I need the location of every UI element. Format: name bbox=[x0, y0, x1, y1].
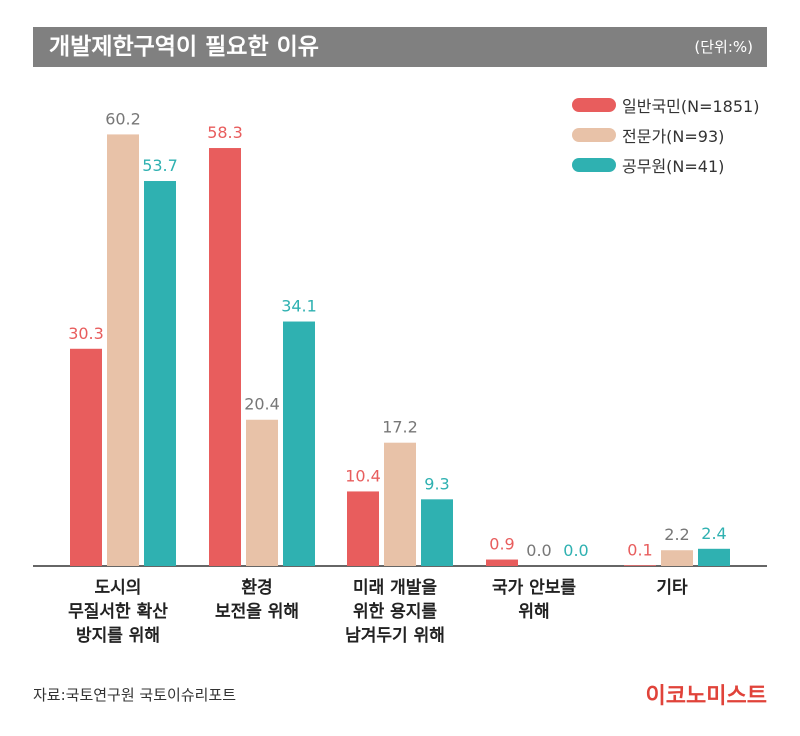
value-label-urban-sprawl-experts: 60.2 bbox=[105, 109, 141, 128]
source-note: 자료:국토연구원 국토이슈리포트 bbox=[33, 686, 237, 704]
category-label-national-security: 국가 안보를 위해 bbox=[491, 578, 577, 622]
bar-urban-sprawl-officials bbox=[144, 181, 176, 566]
legend-label-experts: 전문가(N=93) bbox=[622, 127, 725, 146]
unit-label: (단위:%) bbox=[694, 38, 753, 56]
category-label-urban-sprawl: 도시의 무질서한 확산 방지를 위해 bbox=[68, 578, 168, 646]
brand-logo: 이코노미스트 bbox=[645, 684, 767, 709]
bar-environment-officials bbox=[283, 321, 315, 566]
bar-future-development-experts bbox=[384, 442, 416, 566]
value-label-other-officials: 2.4 bbox=[701, 524, 726, 543]
bar-other-officials bbox=[698, 548, 730, 566]
value-label-future-development-officials: 9.3 bbox=[424, 474, 449, 493]
value-label-urban-sprawl-general-public: 30.3 bbox=[68, 324, 104, 343]
bar-national-security-general-public bbox=[486, 559, 518, 566]
bar-environment-general-public bbox=[209, 148, 241, 566]
legend: 일반국민(N=1851) 전문가(N=93) 공무원(N=41) bbox=[572, 90, 759, 180]
legend-label-officials: 공무원(N=41) bbox=[622, 157, 725, 176]
title-bar: 개발제한구역이 필요한 이유 (단위:%) bbox=[33, 27, 767, 67]
category-label-other: 기타 bbox=[656, 578, 688, 598]
chart-title: 개발제한구역이 필요한 이유 bbox=[49, 34, 319, 60]
bar-urban-sprawl-general-public bbox=[70, 348, 102, 566]
category-label-future-development: 미래 개발을 위한 용지를 남겨두기 위해 bbox=[345, 578, 445, 646]
value-label-national-security-experts: 0.0 bbox=[526, 541, 551, 560]
bar-urban-sprawl-experts bbox=[107, 134, 139, 567]
legend-item-officials: 공무원(N=41) bbox=[572, 150, 759, 180]
bar-future-development-officials bbox=[421, 499, 453, 566]
bar-other-general-public bbox=[624, 565, 656, 566]
value-label-environment-experts: 20.4 bbox=[244, 395, 280, 414]
value-label-national-security-officials: 0.0 bbox=[563, 541, 588, 560]
legend-swatch-experts bbox=[572, 128, 616, 142]
value-label-other-experts: 2.2 bbox=[664, 525, 689, 544]
bar-future-development-general-public bbox=[347, 491, 379, 566]
legend-item-general-public: 일반국민(N=1851) bbox=[572, 90, 759, 120]
value-label-other-general-public: 0.1 bbox=[627, 540, 652, 559]
value-label-future-development-experts: 17.2 bbox=[382, 418, 418, 437]
value-label-national-security-general-public: 0.9 bbox=[489, 535, 514, 554]
legend-item-experts: 전문가(N=93) bbox=[572, 120, 759, 150]
legend-swatch-general-public bbox=[572, 98, 616, 112]
value-label-urban-sprawl-officials: 53.7 bbox=[142, 156, 178, 175]
category-label-environment: 환경 보전을 위해 bbox=[214, 578, 300, 622]
bar-other-experts bbox=[661, 550, 693, 566]
value-label-future-development-general-public: 10.4 bbox=[345, 466, 381, 485]
value-label-environment-general-public: 58.3 bbox=[207, 123, 243, 142]
value-label-environment-officials: 34.1 bbox=[281, 297, 317, 316]
legend-label-general-public: 일반국민(N=1851) bbox=[622, 97, 760, 116]
bar-environment-experts bbox=[246, 419, 278, 566]
legend-swatch-officials bbox=[572, 158, 616, 172]
